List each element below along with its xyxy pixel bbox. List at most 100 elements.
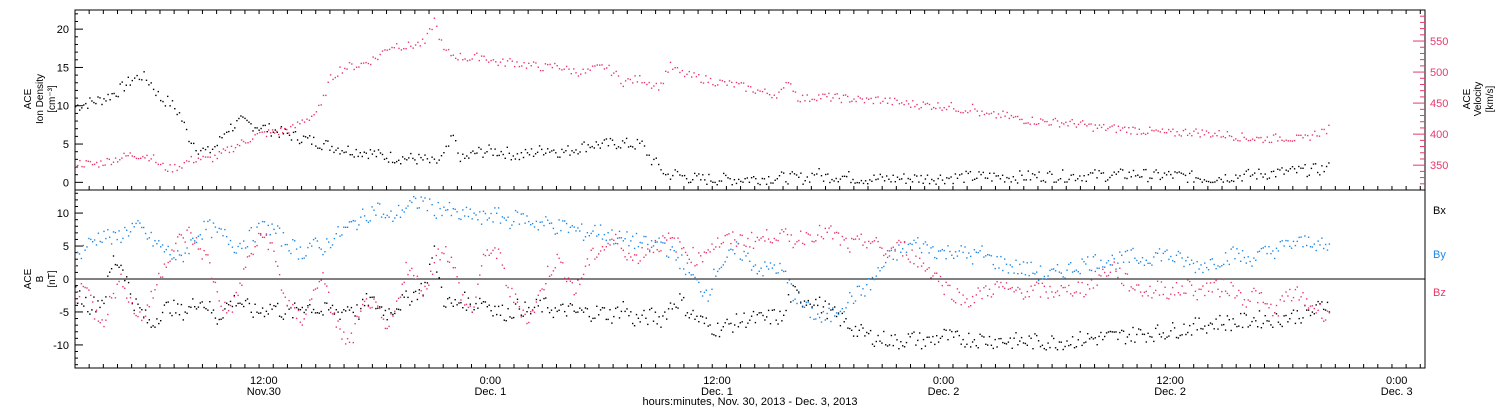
bx-point (1326, 301, 1329, 304)
bz-point (786, 233, 789, 236)
bx-point (552, 316, 555, 319)
density-point (727, 177, 729, 179)
by-point (201, 238, 203, 240)
bx-point (1002, 341, 1004, 344)
by-point (222, 235, 224, 237)
by-point (851, 295, 853, 297)
by-point (210, 236, 213, 239)
density-point (472, 150, 474, 152)
by-point (1088, 269, 1091, 271)
bz-point (750, 231, 753, 234)
bz-point (622, 249, 624, 251)
by-point (75, 264, 77, 267)
velocity-point (875, 96, 877, 99)
by-point (1255, 259, 1257, 261)
by-point (1053, 268, 1055, 270)
bx-point (902, 345, 904, 347)
bx-point (930, 341, 932, 343)
by-point (184, 252, 186, 254)
bz-point (163, 263, 166, 265)
density-point (160, 99, 162, 102)
by-point (752, 265, 755, 268)
density-point (157, 90, 159, 93)
bx-point (1185, 333, 1187, 336)
by-point (301, 257, 303, 260)
by-point (1300, 236, 1302, 238)
velocity-point (492, 59, 495, 61)
velocity-point (488, 61, 490, 63)
bz-point (886, 250, 889, 252)
bx-point (977, 347, 979, 349)
density-point (1034, 174, 1036, 176)
by-point (1270, 252, 1272, 255)
bx-point (747, 322, 749, 324)
velocity-point (580, 73, 582, 75)
bx-point (316, 312, 319, 314)
bz-point (445, 246, 447, 248)
bx-point (95, 311, 97, 313)
by-point (105, 237, 107, 240)
bx-point (783, 314, 785, 316)
by-point (1064, 277, 1066, 279)
bz-point (556, 253, 558, 256)
bx-point (1073, 347, 1076, 349)
velocity-point (757, 89, 759, 91)
by-point (418, 207, 420, 209)
by-point (1147, 262, 1149, 264)
bx-point (852, 335, 855, 337)
bx-point (1209, 322, 1212, 324)
density-point (244, 117, 246, 120)
density-point (385, 157, 388, 160)
velocity-point (1084, 123, 1086, 125)
x-tick-date: Dec. 1 (474, 386, 506, 398)
bx-point (239, 302, 241, 304)
bz-point (1102, 268, 1104, 271)
bx-point (280, 316, 283, 318)
bz-point (966, 298, 968, 300)
bz-point (707, 249, 709, 251)
by-point (1034, 273, 1036, 275)
density-point (1214, 181, 1216, 183)
density-point (518, 158, 521, 161)
bx-point (960, 343, 962, 345)
velocity-point (937, 102, 939, 104)
by-point (643, 235, 645, 238)
bz-point (1228, 294, 1230, 297)
velocity-point (1254, 139, 1256, 141)
bz-point (971, 295, 974, 298)
velocity-point (865, 97, 868, 99)
velocity-point (1107, 127, 1109, 130)
density-point (935, 183, 937, 185)
by-point (798, 292, 800, 294)
bx-point (1247, 326, 1249, 328)
bz-point (724, 234, 726, 237)
bx-point (743, 312, 745, 314)
velocity-point (1318, 135, 1321, 137)
bz-point (1196, 299, 1198, 301)
velocity-point (676, 67, 679, 69)
by-point (936, 257, 938, 260)
bz-point (1124, 272, 1127, 275)
by-point (280, 245, 283, 247)
bz-point (1092, 287, 1095, 289)
bz-point (979, 290, 981, 292)
density-point (450, 135, 452, 137)
density-point (89, 97, 91, 99)
density-point (389, 151, 392, 154)
density-point (111, 93, 113, 95)
velocity-point (121, 157, 123, 159)
bx-point (683, 296, 685, 299)
velocity-point (859, 97, 861, 99)
velocity-point (1155, 129, 1157, 131)
bz-point (258, 232, 260, 235)
by-point (1004, 258, 1006, 260)
bx-point (314, 312, 317, 314)
by-point (124, 226, 126, 229)
bx-point (513, 316, 515, 319)
by-point (346, 226, 349, 228)
density-point (831, 178, 833, 181)
density-point (702, 174, 704, 176)
density-point (87, 107, 89, 109)
velocity-point (299, 123, 301, 125)
bz-point (464, 304, 466, 306)
